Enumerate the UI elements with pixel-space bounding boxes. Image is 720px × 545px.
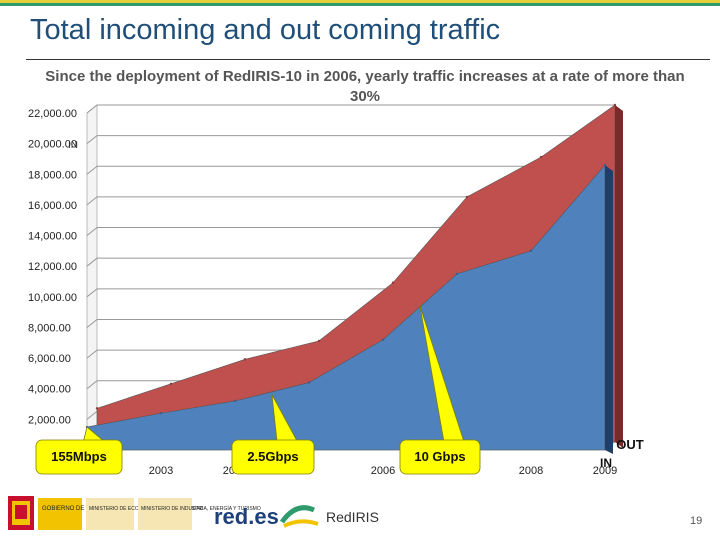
svg-text:RedIRIS: RedIRIS [326,509,379,525]
data-point-out [539,155,543,159]
gobierno-de-espana-logo: GOBIERNO DE ESPAÑA [38,498,110,530]
data-point-in [381,338,385,341]
page-number: 19 [690,515,703,527]
slide-title: Total incoming and out coming traffic [30,14,501,46]
y-tick-label: 12,000.00 [28,261,77,273]
callouts: 155Mbps 2.5Gbps 10 Gbps [35,305,481,475]
x-tick-label: 2006 [371,465,395,477]
x-tick-label: 2008 [519,465,543,477]
legend-label-out: OUT [616,437,644,452]
x-axis: 20032004200620082009 [149,465,617,477]
y-tick-label: 18,000.00 [28,169,77,181]
footer-logos: GOBIERNO DE ESPAÑA MINISTERIO DE ECONOMÍ… [0,488,720,540]
rediris-swirl-icon [279,505,319,528]
data-point-in [307,381,311,384]
y-tick-label: 10,000.00 [28,292,77,304]
spain-crest-logo [8,496,34,530]
y-tick-label: 14,000.00 [28,231,77,243]
data-point-in [603,163,607,167]
stray-label: IN [68,140,78,151]
callout-box [399,439,481,475]
gridline [86,196,615,206]
red-es-logo: red.es [214,504,279,529]
data-point-out [465,195,469,199]
y-tick-label: 16,000.00 [28,200,77,212]
gridline [86,104,615,114]
svg-text:GOBIERNO DE ESPAÑA: GOBIERNO DE ESPAÑA [42,505,110,512]
rediris-logo: RedIRIS [326,509,379,525]
y-axis: 2,000.00 4,000.00 6,000.00 8,000.00 10,000.0… [28,108,77,426]
gridline [86,135,615,145]
data-point-out [95,407,99,410]
ministerio-industria-logo: MINISTERIO DE INDUSTRIA, ENERGÍA Y TURIS… [138,498,261,530]
y-tick-label: 6,000.00 [28,353,71,365]
data-point-out [169,382,173,385]
data-point-in [455,272,459,276]
y-tick-label: 8,000.00 [28,322,71,334]
x-tick-label: 2009 [593,465,617,477]
callout-box [35,439,123,475]
top-stripe [0,0,720,6]
series-side-in [605,165,613,454]
gridline [86,165,615,175]
data-point-out [613,103,617,107]
y-tick-label: 2,000.00 [28,414,71,426]
callout-label: 155Mbps [51,449,107,464]
callout-label: 10 Gbps [414,449,465,464]
data-point-out [317,339,321,343]
svg-text:MINISTERIO DE INDUSTRIA, ENERG: MINISTERIO DE INDUSTRIA, ENERGÍA Y TURIS… [141,505,261,512]
series-side-out [615,105,623,448]
data-point-in [529,249,533,253]
legend: OUT IN IN [68,140,644,470]
chart-title: Since the deployment of RedIRIS-10 in 20… [45,68,685,105]
title-rule [26,59,710,60]
data-point-out [391,281,395,284]
data-point-in [159,412,163,415]
legend-label-in: IN [600,456,612,470]
traffic-area-chart: 2,000.00 4,000.00 6,000.00 8,000.00 10,000.0… [28,103,644,477]
chart-areas [85,103,623,454]
y-tick-label: 20,000.00 [28,139,77,151]
x-tick-label: 2003 [149,465,173,477]
y-tick-label: 22,000.00 [28,108,77,120]
data-point-out [243,358,247,361]
svg-text:red.es: red.es [214,504,279,529]
y-tick-label: 4,000.00 [28,384,71,396]
callout-label: 2.5Gbps [247,449,298,464]
side-wall [86,103,98,452]
callout-box [231,439,315,475]
data-point-in [233,399,237,403]
